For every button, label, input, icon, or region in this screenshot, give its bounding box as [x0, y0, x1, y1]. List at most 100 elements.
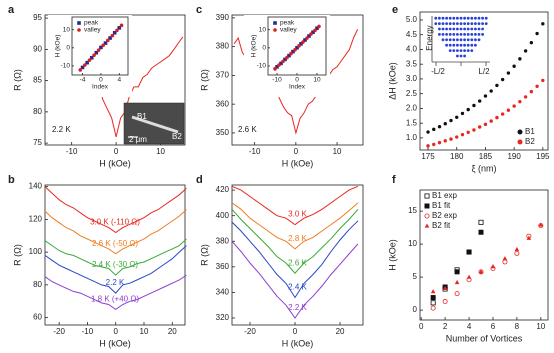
marker: [477, 125, 482, 129]
marker: [449, 118, 453, 123]
panel-label: f: [392, 174, 396, 186]
legend-label: B1: [525, 127, 535, 136]
y-tick-label: 1.5: [406, 118, 418, 127]
legend-marker: [424, 203, 430, 209]
energy-level-dot: [474, 43, 477, 47]
x-tick-label: 195: [536, 152, 550, 161]
energy-level-dot: [448, 49, 452, 52]
energy-level-dot: [477, 27, 481, 31]
marker: [89, 55, 94, 60]
y-tick-label: 420: [216, 185, 230, 194]
marker: [454, 279, 460, 285]
y-axis-label: H (kOe): [251, 35, 258, 58]
marker: [472, 103, 476, 108]
line-series: [44, 274, 187, 311]
y-axis-label: R (Ω): [12, 69, 22, 91]
energy-level-dot: [459, 16, 463, 20]
y-tick-label: 140: [29, 182, 43, 191]
legend-label: B2: [525, 137, 535, 146]
marker: [512, 104, 516, 108]
marker: [466, 274, 472, 279]
marker: [309, 32, 313, 36]
marker: [483, 122, 488, 127]
energy-level-dot: [474, 22, 477, 25]
energy-level-dot: [470, 49, 474, 52]
y-tick-label: 4.0: [406, 45, 418, 54]
x-tick-label: 6: [491, 322, 496, 331]
energy-level-dot: [441, 27, 445, 31]
panel-label: e: [392, 4, 398, 16]
energy-level-dot: [466, 38, 470, 42]
y-tick-label: 380: [216, 42, 230, 51]
energy-level-dot: [459, 43, 463, 47]
line-series: [231, 185, 359, 226]
marker: [535, 84, 539, 89]
energy-level-dot: [470, 43, 474, 47]
panel: 0 2 4 6 8 10 0 5 10 15 Number of Vortices H (kOe) B1…: [387, 174, 549, 343]
x-tick-label: -20: [53, 327, 65, 336]
energy-level-dot: [459, 38, 463, 42]
plot-frame: [71, 16, 129, 76]
marker: [426, 144, 430, 148]
y-axis-label: H (kOe): [55, 35, 62, 58]
energy-level-dot: [441, 22, 445, 25]
x-tick-label: -10: [82, 327, 94, 336]
energy-level-dot: [481, 27, 484, 31]
panel-label: b: [8, 174, 15, 186]
y-axis-label: ΔH (kOe): [387, 62, 397, 100]
y-tick-label: 390: [216, 13, 230, 22]
plot-frame: [231, 184, 364, 326]
y-tick-label: 350: [216, 128, 230, 137]
marker: [119, 23, 124, 28]
energy-level-dot: [448, 33, 452, 36]
energy-level-dot: [484, 16, 488, 20]
marker: [303, 38, 307, 42]
y-tick-label: 10: [63, 26, 71, 33]
y-tick-label: 0: [262, 45, 266, 52]
x-tick-label: 190: [507, 152, 521, 161]
series-label: 2.6 K: [288, 258, 307, 267]
energy-level-dot: [474, 33, 477, 36]
marker: [538, 222, 544, 227]
x-tick-label: 0: [295, 77, 299, 84]
marker: [94, 50, 99, 55]
marker: [500, 77, 505, 82]
marker: [454, 269, 460, 275]
energy-level-dot: [434, 22, 438, 25]
y-tick-label: 3.5: [406, 59, 418, 68]
marker: [297, 44, 301, 48]
energy-level-dot: [448, 22, 452, 25]
energy-level-dot: [448, 38, 452, 42]
energy-level-dot: [466, 49, 470, 52]
line-series: [231, 208, 359, 274]
marker: [518, 57, 522, 61]
panel-label: a: [8, 4, 15, 16]
energy-level-dot: [445, 22, 448, 25]
y-tick-label: 75: [33, 138, 42, 147]
panel-label: c: [196, 4, 202, 16]
y-tick-label: 380: [216, 236, 230, 245]
marker: [103, 41, 108, 45]
marker: [273, 67, 277, 71]
energy-level-dot: [484, 22, 488, 25]
marker: [293, 48, 297, 52]
energy-level-dot: [438, 27, 441, 31]
series-label: 2.2 K: [106, 278, 125, 287]
energy-level-dot: [481, 22, 484, 25]
marker: [541, 78, 545, 83]
legend-label: valley: [280, 27, 297, 34]
energy-level-dot: [445, 27, 448, 31]
legend-marker: [517, 139, 523, 145]
marker: [466, 249, 472, 255]
x-tick-label: -20: [244, 327, 256, 336]
marker: [541, 22, 545, 26]
legend-marker: [273, 21, 277, 25]
marker: [460, 111, 465, 116]
y-tick-label: 60: [33, 313, 42, 322]
energy-level-dot: [456, 33, 459, 36]
marker: [529, 40, 534, 45]
panel: 175 180 185 190 195 1.0 1.5 2.0 2.5 3.0 3.5 4.0 4.5 5…: [387, 4, 550, 173]
marker: [430, 300, 436, 306]
energy-level-dot: [456, 49, 459, 52]
